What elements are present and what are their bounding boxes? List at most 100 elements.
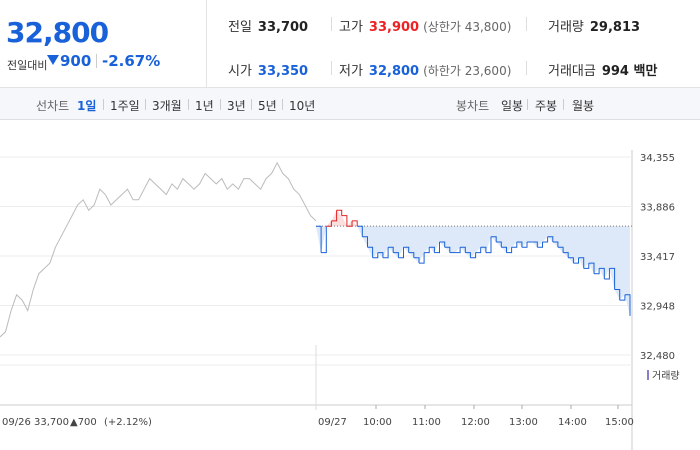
high-price: 고가 33,900 (상한가 43,800) (339, 20, 512, 35)
current-price: 32,800 (6, 16, 109, 49)
volume: 거래량 29,813 (548, 20, 641, 35)
today-series-segment (331, 210, 338, 222)
today-series-segment (542, 236, 549, 243)
tab-3month[interactable]: 3개월 (152, 99, 182, 113)
today-series-segment (429, 246, 435, 253)
today-series-segment (532, 241, 538, 248)
today-series-segment (547, 236, 554, 242)
price-box: 32,800 전일대비 900 -2.67% (0, 0, 207, 88)
divider (96, 54, 97, 68)
today-series-segment (588, 262, 595, 274)
open-price: 시가 33,350 (228, 64, 309, 79)
chart-tabbar: 선차트 1일 1주일 3개월 1년 3년 5년 10년 봉차트 일봉 주봉 월봉 (0, 88, 700, 120)
quote-header: 32,800 전일대비 900 -2.67% 전일 33,700 고가 33,900… (0, 0, 700, 88)
y-tick-label: 32,480 (640, 351, 675, 362)
today-series-segment (475, 247, 482, 254)
today-series-segment (552, 241, 559, 248)
divider (526, 17, 527, 31)
today-series-segment (480, 246, 487, 253)
change-amount: 900 (47, 52, 91, 70)
candle-chart-heading: 봉차트 (456, 99, 490, 113)
tab-1day[interactable]: 1일 (77, 99, 97, 113)
today-series-segment (352, 220, 358, 227)
today-series-segment (516, 241, 523, 248)
today-series-segment (362, 236, 368, 248)
today-series-segment (599, 267, 605, 279)
today-series-segment (583, 263, 590, 269)
today-series-segment (367, 246, 374, 258)
tab-monthly-candle[interactable]: 월봉 (572, 99, 595, 113)
down-triangle-icon (47, 55, 59, 65)
change-percent: -2.67% (102, 52, 161, 70)
today-series-segment (336, 209, 343, 216)
tab-weekly-candle[interactable]: 주봉 (535, 99, 558, 113)
y-tick-label: 32,948 (640, 302, 675, 313)
today-series-segment (537, 242, 543, 248)
today-series-segment (326, 220, 332, 227)
today-series-segment (594, 268, 600, 275)
prev-day-change-label: ▲700 (70, 417, 97, 428)
price-chart[interactable]: 34,355 33,886 33,417 32,948 32,480 거래량 09/26 33… (0, 120, 700, 450)
prev-day-series (0, 161, 317, 338)
today-series-segment (521, 242, 528, 248)
x-tick-label: 14:00 (558, 417, 587, 428)
tab-daily-candle[interactable]: 일봉 (501, 99, 524, 113)
today-series-segment (388, 246, 394, 253)
today-series-segment (377, 252, 384, 258)
today-series-segment (341, 215, 348, 227)
today-series-segment (382, 247, 389, 259)
today-series-segment (419, 252, 425, 264)
today-series-segment (434, 242, 440, 254)
prev-close: 전일 33,700 (228, 20, 309, 35)
today-series-segment (398, 247, 404, 259)
today-series-segment (578, 257, 585, 269)
prev-day-change-pct-label: (+2.12%) (104, 417, 152, 428)
today-series-segment (321, 226, 327, 254)
tab-1year[interactable]: 1년 (195, 99, 214, 113)
today-series-segment (511, 242, 518, 248)
divider (526, 61, 527, 75)
x-tick-label: 12:00 (461, 417, 490, 428)
today-series-segment (614, 289, 621, 301)
today-series-segment (393, 252, 399, 258)
y-tick-label: 34,355 (640, 153, 675, 164)
today-series-segment (460, 246, 466, 253)
volume-legend-mark (647, 370, 649, 380)
chart-background (0, 120, 700, 450)
today-series-segment (604, 268, 610, 280)
today-series-segment (506, 247, 513, 254)
x-tick-label: 10:00 (363, 417, 392, 428)
tab-10year[interactable]: 10년 (289, 99, 316, 113)
today-series-segment (557, 246, 564, 253)
today-series-segment (496, 241, 502, 248)
below-prev-close-fill (316, 226, 630, 316)
tab-5year[interactable]: 5년 (258, 99, 277, 113)
line-chart-heading: 선차트 (36, 99, 70, 113)
today-series-segment (408, 252, 415, 258)
prev-day-date-label: 09/26 (2, 417, 31, 428)
today-series-segment (470, 252, 477, 259)
divider (331, 17, 332, 31)
tab-1week[interactable]: 1주일 (110, 99, 140, 113)
y-tick-label: 33,886 (640, 203, 675, 214)
divider (331, 61, 332, 75)
today-series-segment (609, 267, 616, 290)
today-series-segment (372, 252, 379, 259)
today-series-segment (346, 220, 353, 227)
tab-3year[interactable]: 3년 (227, 99, 246, 113)
today-series-segment (316, 225, 322, 253)
today-series-segment (485, 236, 492, 254)
today-series-segment (465, 252, 471, 258)
today-date-label: 09/27 (318, 417, 347, 428)
today-series-segment (491, 236, 497, 242)
low-price: 저가 32,800 (하한가 23,600) (339, 64, 512, 79)
today-series-segment (403, 246, 410, 253)
change-label: 전일대비 (7, 59, 48, 72)
today-series-segment (573, 257, 579, 264)
x-tick-label: 11:00 (412, 417, 441, 428)
today-series-segment (424, 247, 430, 254)
trade-amount: 거래대금 994 백만 (548, 64, 658, 79)
today-series-segment (568, 257, 574, 264)
today-series-segment (357, 225, 363, 237)
today-series-segment (619, 294, 626, 301)
